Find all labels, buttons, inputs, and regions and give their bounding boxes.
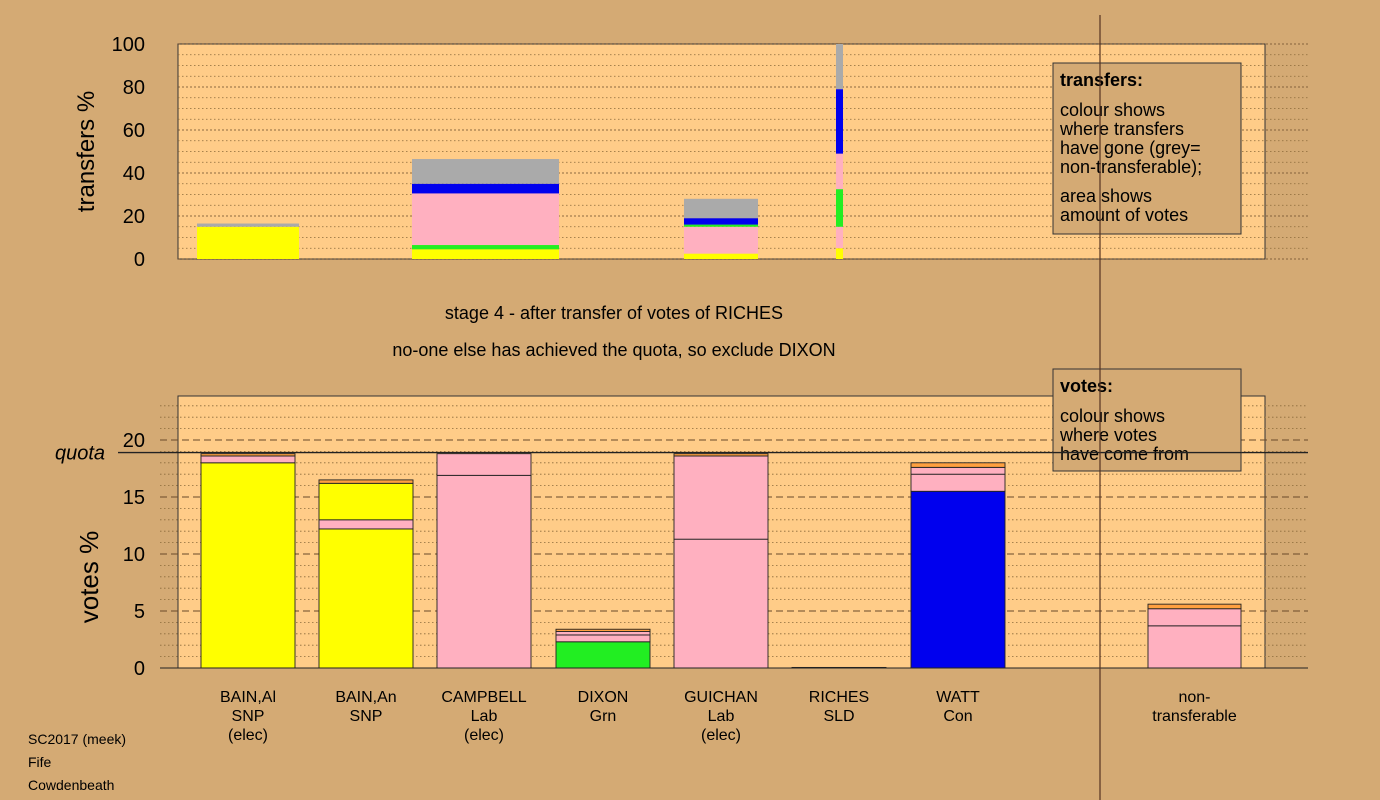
vote-bar-segment [910, 473, 1006, 492]
vote-bar-segment [910, 490, 1006, 669]
transfer-bar-segment [684, 198, 758, 219]
transfers-y-tick-label: 60 [123, 120, 145, 142]
votes-x-tick-label: non- [1178, 689, 1210, 706]
transfer-bar-segment [836, 248, 843, 259]
vote-bar-segment [555, 634, 651, 643]
votes-x-tick-label: transferable [1152, 708, 1237, 725]
votes-x-tick-label: BAIN,Al [220, 689, 276, 706]
transfer-bar-segment [684, 253, 758, 259]
transfers-legend-title: transfers: [1060, 70, 1143, 90]
votes-legend-line: have come from [1060, 444, 1189, 464]
transfers-legend-line: area shows [1060, 186, 1152, 206]
votes-x-tick-label: Lab [708, 708, 735, 725]
stage-text: stage 4 - after transfer of votes of RIC… [445, 303, 783, 323]
votes-panel: 0 5 10 15 20 votes % quota BAIN,Al SNP (elec) BAIN… [55, 368, 1308, 744]
transfers-legend-line: have gone (grey= [1060, 138, 1201, 158]
vote-bar-segment [910, 462, 1006, 468]
vote-bar-segment [200, 453, 296, 457]
votes-y-tick-label: 5 [134, 601, 145, 623]
votes-x-tick-label: CAMPBELL [441, 689, 526, 706]
transfers-y-tick-label: 40 [123, 163, 145, 185]
votes-x-tick-label: DIXON [578, 689, 629, 706]
votes-y-tick-label: 0 [134, 658, 145, 680]
transfer-bar-segment [412, 193, 559, 246]
footer-line-3: Cowdenbeath [28, 777, 115, 793]
vote-bar-segment [910, 466, 1006, 475]
votes-y-tick-label: 15 [123, 487, 145, 509]
quota-label: quota [55, 443, 105, 465]
votes-x-tick-label: (elec) [228, 727, 268, 744]
transfer-bar-segment [197, 223, 299, 227]
vote-bar-segment [318, 519, 414, 530]
footer-line-2: Fife [28, 754, 52, 770]
votes-legend-line: colour shows [1060, 406, 1165, 426]
votes-x-tick-label: SNP [232, 708, 265, 725]
transfers-legend-line: amount of votes [1060, 205, 1188, 225]
votes-x-tick-label: Grn [590, 708, 617, 725]
transfer-bar-segment [836, 89, 843, 154]
votes-legend-title: votes: [1060, 376, 1113, 396]
vote-bar-segment [673, 453, 769, 457]
footer-line-1: SC2017 (meek) [28, 731, 127, 747]
transfers-y-tick-label: 20 [123, 206, 145, 228]
votes-x-tick-label: (elec) [701, 727, 741, 744]
transfer-bar-segment [836, 44, 843, 90]
transfer-bar-segment [684, 218, 758, 225]
transfers-y-tick-label: 100 [112, 34, 145, 56]
vote-bar-segment [555, 641, 651, 669]
votes-legend-line: where votes [1059, 425, 1157, 445]
vote-bar-segment [673, 455, 769, 540]
vote-bar-segment [436, 453, 532, 476]
transfers-panel: 0 20 40 60 80 100 transfers % transfers: colour … [73, 34, 1308, 271]
votes-x-tick-label: SLD [823, 708, 854, 725]
votes-x-tick-label: WATT [936, 689, 980, 706]
vote-bar-segment [555, 628, 651, 632]
votes-y-axis-label: votes % [74, 531, 104, 624]
transfer-bar-segment [684, 224, 758, 227]
vote-bar-segment [1147, 625, 1242, 669]
votes-x-tick-label: BAIN,An [335, 689, 396, 706]
votes-x-tick-label: GUICHAN [684, 689, 758, 706]
vote-bar-segment [318, 479, 414, 484]
transfer-bar-segment [412, 159, 559, 184]
votes-x-tick-label: Con [943, 708, 972, 725]
transfers-legend-box [1052, 62, 1242, 235]
transfers-legend-line: colour shows [1060, 100, 1165, 120]
vote-bar-segment [318, 482, 414, 521]
vote-bar-segment [200, 455, 296, 464]
votes-legend-box [1052, 368, 1242, 472]
votes-y-tick-label: 10 [123, 544, 145, 566]
transfer-bar-segment [836, 189, 843, 227]
footer-info: SC2017 (meek) Fife Cowdenbeath [28, 728, 126, 797]
transfers-y-tick-label: 0 [134, 249, 145, 271]
transfer-bar-segment [197, 226, 299, 259]
transfers-legend-line: where transfers [1059, 119, 1184, 139]
transfers-y-tick-label: 80 [123, 77, 145, 99]
votes-x-tick-label: Lab [471, 708, 498, 725]
votes-y-tick-label: 20 [123, 430, 145, 452]
stage-subtext: no-one else has achieved the quota, so e… [392, 340, 835, 360]
transfer-bar-segment [412, 183, 559, 194]
vote-bar-segment [200, 462, 296, 669]
transfer-bar-segment [412, 245, 559, 250]
vote-bar-segment [673, 538, 769, 669]
vote-bar-segment [436, 474, 532, 669]
transfer-bar-segment [684, 226, 758, 254]
transfers-y-axis-label: transfers % [73, 91, 100, 212]
transfer-bar-segment [412, 249, 559, 259]
transfer-bar-segment [836, 153, 843, 190]
votes-x-tick-label: RICHES [809, 689, 869, 706]
vote-bar-segment [318, 528, 414, 669]
votes-x-tick-label: SNP [350, 708, 383, 725]
transfers-legend-line: non-transferable); [1060, 157, 1202, 177]
votes-x-tick-label: (elec) [464, 727, 504, 744]
vote-bar-segment [555, 631, 651, 636]
transfer-bar-segment [836, 226, 843, 249]
vote-bar-segment [1147, 603, 1242, 610]
vote-bar-segment [1147, 608, 1242, 627]
